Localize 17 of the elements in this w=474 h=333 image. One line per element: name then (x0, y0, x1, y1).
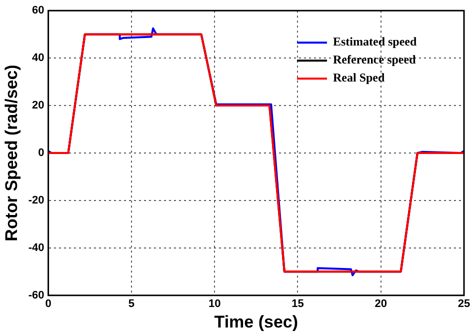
x-tick-label: 15 (292, 298, 304, 310)
y-tick-label: 60 (32, 4, 44, 17)
legend-label: Estimated speed (333, 34, 417, 49)
legend-label: Real Sped (333, 70, 385, 85)
y-tick-label: -40 (28, 242, 44, 254)
y-tick-label: 40 (32, 52, 44, 64)
x-tick-label: 5 (128, 298, 134, 310)
y-tick-label: 20 (32, 100, 44, 112)
legend-label: Reference speed (333, 52, 416, 67)
x-tick-label: 25 (458, 298, 470, 310)
x-axis-title: Time (sec) (214, 312, 298, 332)
y-tick-label: -20 (28, 194, 44, 206)
x-tick-label: 10 (208, 298, 221, 310)
y-tick-label: 0 (38, 147, 44, 160)
y-tick-label: -60 (28, 289, 44, 302)
y-axis-title: Rotor Speed (rad/sec) (2, 64, 21, 242)
x-tick-label: 20 (374, 298, 387, 310)
